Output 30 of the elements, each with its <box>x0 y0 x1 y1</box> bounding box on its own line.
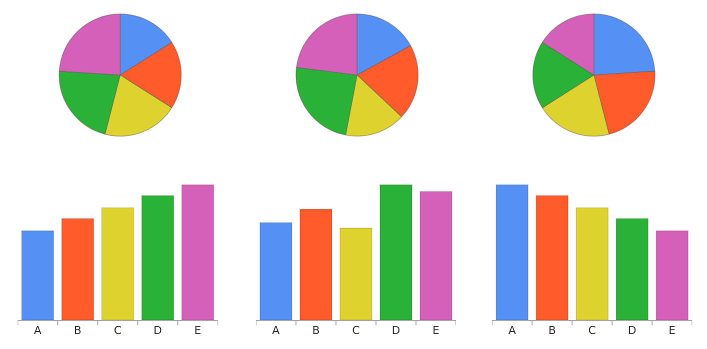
x-tick-label: E <box>432 324 440 338</box>
x-tick-label: A <box>272 324 280 338</box>
bar <box>340 228 372 320</box>
x-tick-label: A <box>508 324 516 338</box>
bar <box>61 218 94 320</box>
x-tick-label: E <box>194 324 202 338</box>
bar <box>656 230 689 320</box>
bar <box>616 218 649 320</box>
x-tick-label: B <box>312 324 320 338</box>
x-tick-label: A <box>34 324 42 338</box>
bar <box>21 230 54 320</box>
x-tick-label: C <box>114 324 122 338</box>
x-tick-label: C <box>352 324 360 338</box>
x-tick-label: B <box>548 324 556 338</box>
x-tick-label: E <box>668 324 676 338</box>
x-tick-label: C <box>588 324 596 338</box>
x-tick-label: D <box>392 324 400 338</box>
bar <box>420 191 452 320</box>
bar <box>260 222 292 320</box>
bar <box>576 207 609 320</box>
bar <box>300 208 332 320</box>
bar <box>496 184 528 320</box>
bar <box>141 195 174 320</box>
x-tick-label: D <box>628 324 636 338</box>
bar <box>101 207 134 320</box>
bar <box>181 184 214 320</box>
x-tick-label: B <box>74 324 82 338</box>
x-tick-label: D <box>153 324 162 338</box>
bar <box>380 184 412 320</box>
bar <box>536 195 568 320</box>
